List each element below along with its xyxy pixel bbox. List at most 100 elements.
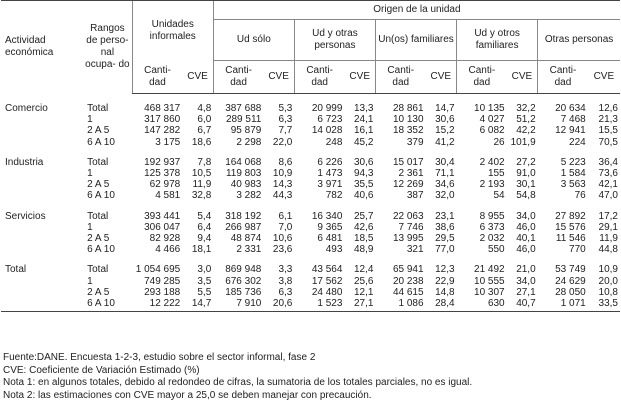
range-cell: 1: [87, 221, 93, 233]
value-cell: 4 581: [155, 190, 181, 202]
value-cell: 3 563: [560, 179, 586, 191]
header-cell: Ud sólo: [212, 19, 295, 61]
note: CVE: Coeficiente de Variación Estimado (…: [3, 364, 200, 376]
value-cell: 30,4: [435, 156, 455, 168]
value-cell: 5,4: [197, 210, 212, 222]
value-cell: 82 928: [149, 233, 181, 245]
value-cell: 6,4: [197, 221, 212, 233]
value-cell: 94,3: [354, 168, 374, 180]
value-cell: 2 193: [479, 179, 505, 191]
value-cell: 3,0: [197, 264, 212, 276]
value-cell: 248: [325, 136, 343, 148]
value-cell: 27 892: [555, 210, 586, 222]
value-cell: 8 955: [479, 210, 505, 222]
header-cell: CVE: [263, 60, 295, 94]
value-cell: 22,9: [435, 275, 455, 287]
value-cell: 5,3: [278, 103, 293, 114]
spacer-row: [1, 94, 620, 104]
value-cell: 21,3: [598, 114, 618, 126]
value-cell: 27,2: [516, 156, 536, 168]
table-row: Total Total 1 054 695 3,0 869 948 3,3 43 564 12…: [1, 264, 620, 275]
empty-cell: [1, 276, 83, 287]
value-cell: 71,1: [435, 168, 455, 180]
empty-cell: [1, 222, 83, 233]
empty-cell: [1, 233, 83, 244]
value-cell: 40,7: [506, 298, 538, 313]
header-cell: CVE: [506, 60, 538, 94]
value-cell: 27,1: [344, 298, 376, 313]
value-cell: 44,8: [598, 244, 618, 256]
value-cell: 95 879: [230, 125, 262, 137]
value-cell: 34,0: [516, 210, 536, 222]
value-cell: 10,9: [272, 168, 293, 180]
value-cell: 14,8: [435, 286, 455, 298]
header-cell: Actividad económica: [1, 0, 84, 94]
value-cell: 35,5: [354, 179, 374, 191]
value-cell: 1 473: [317, 168, 343, 180]
value-cell: 25,6: [354, 275, 374, 287]
value-cell: 48,9: [354, 244, 374, 256]
value-cell: 26: [493, 136, 505, 148]
value-cell: 15 576: [555, 221, 586, 233]
value-cell: 7 910: [213, 298, 264, 313]
value-cell: 51,2: [516, 114, 536, 126]
range-cell: 1: [87, 275, 93, 287]
value-cell: 5,5: [197, 286, 212, 298]
spacer: [1, 148, 620, 157]
value-cell: 12 222: [132, 298, 183, 313]
value-cell: 65 941: [392, 264, 424, 276]
value-cell: 16,1: [354, 125, 374, 137]
value-cell: 14,7: [435, 103, 455, 114]
value-cell: 34,0: [516, 275, 536, 287]
value-cell: 11 546: [555, 233, 586, 245]
value-cell: 6 082: [479, 125, 505, 137]
range-cell: 6 A 10: [87, 190, 115, 202]
value-cell: 21,0: [516, 264, 536, 276]
value-cell: 2 331: [236, 244, 262, 256]
value-cell: 119 803: [225, 168, 262, 180]
range-cell: Total: [87, 103, 109, 114]
value-cell: 20 634: [555, 103, 586, 114]
value-cell: 2 298: [236, 136, 262, 148]
value-cell: 14,3: [272, 179, 293, 191]
value-cell: 43 564: [311, 264, 343, 276]
value-cell: 70,5: [598, 136, 618, 148]
value-cell: 9 365: [317, 221, 343, 233]
spacer-row: [1, 148, 620, 157]
value-cell: 3,8: [278, 275, 293, 287]
value-cell: 32,8: [191, 190, 212, 202]
value-cell: 33,5: [587, 298, 620, 313]
value-cell: 10 307: [474, 286, 505, 298]
value-cell: 379: [406, 136, 424, 148]
value-cell: 7 468: [560, 114, 586, 126]
value-cell: 8,6: [278, 156, 293, 168]
value-cell: 869 948: [225, 264, 262, 276]
value-cell: 29,5: [435, 233, 455, 245]
header-cell: Canti- dad: [293, 60, 345, 94]
header-cell: CVE: [344, 60, 376, 94]
value-cell: 550: [487, 244, 505, 256]
spacer: [1, 255, 620, 264]
value-cell: 24 480: [311, 286, 343, 298]
range-cell: 6 A 10: [87, 244, 115, 256]
value-cell: 468 317: [144, 103, 181, 114]
value-cell: 34,6: [435, 179, 455, 191]
value-cell: 54,8: [516, 190, 536, 202]
value-cell: 289 511: [225, 114, 262, 126]
value-cell: 9,4: [197, 233, 212, 245]
value-cell: 10,5: [191, 168, 212, 180]
value-cell: 18,1: [191, 244, 212, 256]
value-cell: 782: [325, 190, 343, 202]
value-cell: 42,6: [354, 221, 374, 233]
table-row: 6 A 10 3 175 18,6 2 298 22,0 248 45,2 379 41,2 26…: [1, 137, 620, 148]
value-cell: 12 269: [392, 179, 424, 191]
value-cell: 22,0: [272, 136, 293, 148]
table-row: Servicios Total 393 441 5,4 318 192 6,1 16 340…: [1, 211, 620, 222]
value-cell: 15,5: [598, 125, 618, 137]
range-cell: 1: [87, 114, 93, 126]
value-cell: 40,1: [516, 233, 536, 245]
value-cell: 20 999: [311, 103, 343, 114]
header-cell: Origen de la unidad: [212, 0, 620, 20]
value-cell: 192 937: [144, 156, 181, 168]
value-cell: 13,3: [354, 103, 374, 114]
